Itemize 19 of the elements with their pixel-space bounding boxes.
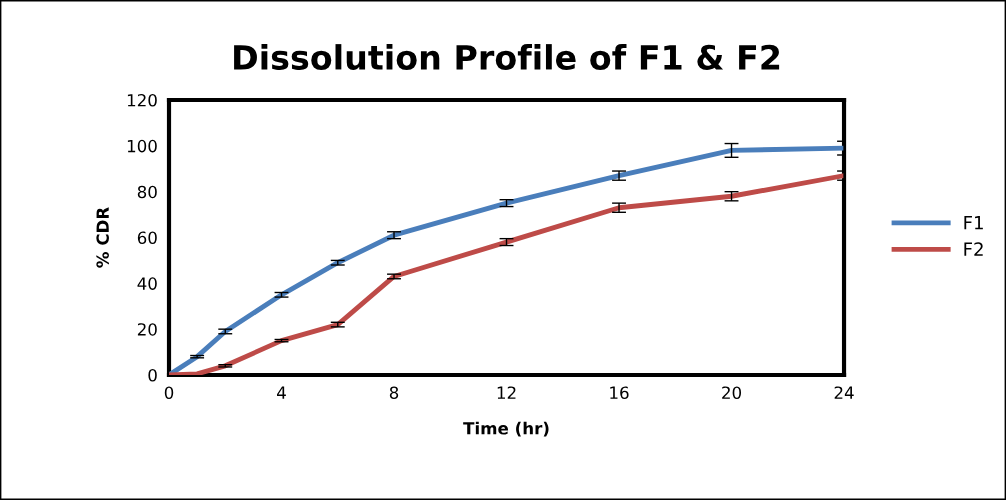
y-tick-label: 40 bbox=[137, 277, 157, 290]
y-tick-label: 120 bbox=[127, 93, 157, 107]
chart-title: Dissolution Profile of F1 & F2 bbox=[234, 44, 780, 70]
x-tick-label: 16 bbox=[610, 386, 629, 400]
x-tick-label: 24 bbox=[834, 386, 854, 399]
x-tick-label: 20 bbox=[722, 386, 742, 400]
legend-label: F2 bbox=[964, 242, 983, 256]
x-tick-label: 8 bbox=[389, 386, 399, 400]
x-tick-label: 4 bbox=[277, 386, 286, 399]
x-tick-label: 12 bbox=[497, 386, 516, 399]
y-tick-label: 80 bbox=[137, 185, 157, 199]
y-tick-label: 0 bbox=[148, 368, 157, 382]
y-tick-label: 100 bbox=[127, 139, 157, 153]
legend-label: F1 bbox=[964, 216, 983, 230]
y-tick-label: 20 bbox=[137, 323, 157, 336]
x-tick-label: 0 bbox=[164, 386, 174, 400]
y-tick-label: 60 bbox=[137, 231, 157, 245]
x-axis-title: Time (hr) bbox=[463, 421, 549, 437]
y-axis-title: % CDR bbox=[96, 207, 109, 268]
